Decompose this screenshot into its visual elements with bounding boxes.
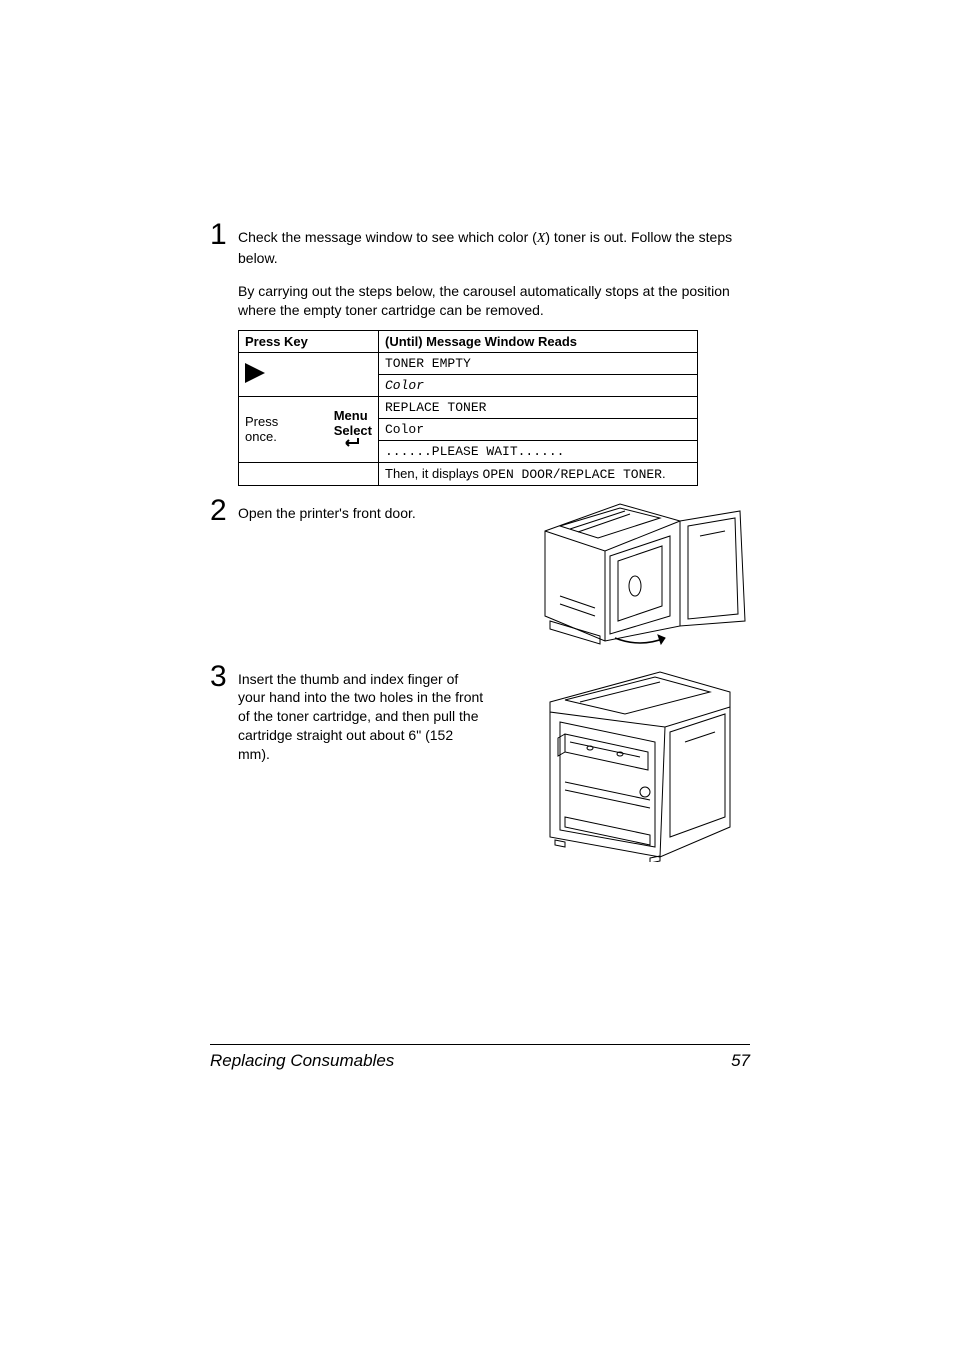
step-3: 3 Insert the thumb and index finger of y… <box>210 662 488 764</box>
printer-cartridge-pull-icon <box>530 662 750 862</box>
step-1: 1 Check the message window to see which … <box>210 220 750 268</box>
press-label-a: Press <box>245 414 278 429</box>
step-3-text: Insert the thumb and index finger of you… <box>238 662 488 764</box>
step-1-sub: By carrying out the steps below, the car… <box>238 282 750 320</box>
message-table: Press Key (Until) Message Window Reads T… <box>238 330 698 486</box>
right-arrow-icon <box>245 363 265 383</box>
step-2: 2 Open the printer's front door. <box>210 496 488 526</box>
step-2-num: 2 <box>210 496 238 526</box>
page-footer: Replacing Consumables 57 <box>210 1044 750 1071</box>
th-press-key: Press Key <box>239 330 379 352</box>
then-text-a: Then, it displays <box>385 466 483 481</box>
press-label-b: once. <box>245 429 278 444</box>
footer-page-number: 57 <box>731 1051 750 1071</box>
printer-open-door-icon <box>530 496 750 651</box>
step-1-text: Check the message window to see which co… <box>238 220 750 268</box>
cell-color-2: Color <box>379 418 698 440</box>
cell-right-arrow <box>239 352 379 396</box>
cell-then-display: Then, it displays OPEN DOOR/REPLACE TONE… <box>379 462 698 485</box>
diagram-step-3 <box>530 662 750 867</box>
then-text-c: . <box>662 466 666 481</box>
cell-press-menu: Press once. Menu Select <box>239 396 379 462</box>
menu-select-key-icon: Menu Select <box>334 408 372 451</box>
cell-toner-empty: TONER EMPTY <box>379 352 698 374</box>
diagram-step-2 <box>530 496 750 656</box>
step-2-text: Open the printer's front door. <box>238 496 488 523</box>
cell-please-wait: ......PLEASE WAIT...... <box>379 440 698 462</box>
step-3-num: 3 <box>210 662 238 692</box>
footer-title: Replacing Consumables <box>210 1051 394 1071</box>
menu-label: Menu <box>334 408 372 423</box>
cell-blank <box>239 462 379 485</box>
step1-text-a: Check the message window to see which co… <box>238 229 537 245</box>
then-text-b: OPEN DOOR/REPLACE TONER <box>483 467 662 482</box>
cell-replace-toner: REPLACE TONER <box>379 396 698 418</box>
cell-color-1: Color <box>379 374 698 396</box>
th-message: (Until) Message Window Reads <box>379 330 698 352</box>
step-1-num: 1 <box>210 220 238 250</box>
